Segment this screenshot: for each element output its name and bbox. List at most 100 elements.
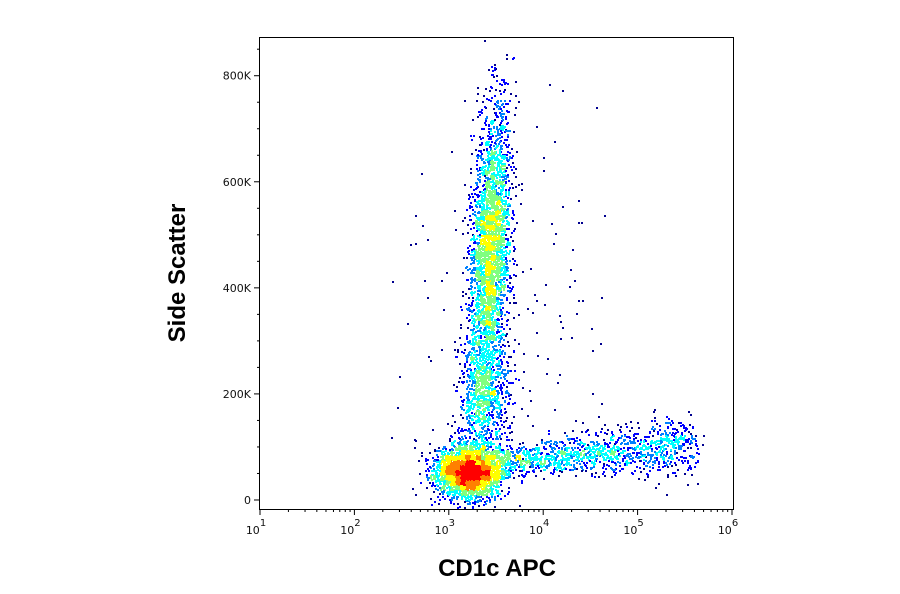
event-dot bbox=[442, 493, 444, 495]
event-dot bbox=[504, 495, 506, 497]
event-dot bbox=[478, 299, 480, 301]
event-dot bbox=[512, 155, 514, 157]
event-dot bbox=[448, 465, 450, 467]
event-dot bbox=[509, 187, 511, 189]
event-dot bbox=[439, 465, 441, 467]
event-dot bbox=[472, 502, 474, 504]
event-dot bbox=[447, 473, 449, 475]
event-dot bbox=[504, 155, 506, 157]
event-dot bbox=[459, 475, 461, 477]
event-dot bbox=[500, 208, 502, 210]
event-dot bbox=[492, 310, 494, 312]
event-dot bbox=[469, 245, 471, 247]
event-dot bbox=[474, 491, 476, 493]
event-dot bbox=[485, 459, 487, 461]
event-dot bbox=[454, 492, 456, 494]
event-dot bbox=[480, 138, 482, 140]
event-dot bbox=[471, 292, 473, 294]
event-dot bbox=[513, 477, 515, 479]
event-dot bbox=[459, 506, 461, 508]
event-dot bbox=[439, 450, 441, 452]
event-dot bbox=[494, 289, 496, 291]
event-dot bbox=[482, 245, 484, 247]
event-dot bbox=[466, 336, 468, 338]
event-dot bbox=[461, 470, 463, 472]
event-dot bbox=[480, 482, 482, 484]
event-dot bbox=[474, 416, 476, 418]
event-dot bbox=[515, 95, 517, 97]
event-dot bbox=[430, 477, 432, 479]
event-dot bbox=[458, 445, 460, 447]
event-dot bbox=[476, 168, 478, 170]
event-dot bbox=[462, 488, 464, 490]
event-dot bbox=[481, 440, 483, 442]
event-dot bbox=[477, 474, 479, 476]
event-dot bbox=[490, 169, 492, 171]
event-dot bbox=[461, 460, 463, 462]
event-dot bbox=[495, 438, 497, 440]
event-dot bbox=[431, 470, 433, 472]
event-dot bbox=[507, 290, 509, 292]
event-dot bbox=[514, 228, 516, 230]
event-dot bbox=[468, 499, 470, 501]
event-dot bbox=[441, 453, 443, 455]
event-dot bbox=[506, 139, 508, 141]
event-dot bbox=[473, 325, 475, 327]
event-dot bbox=[488, 479, 490, 481]
event-dot bbox=[458, 466, 460, 468]
event-dot bbox=[510, 460, 512, 462]
event-dot bbox=[501, 110, 503, 112]
event-dot bbox=[471, 485, 473, 487]
event-dot bbox=[514, 260, 516, 262]
event-dot bbox=[474, 501, 476, 503]
event-dot bbox=[437, 496, 439, 498]
event-dot bbox=[493, 126, 495, 128]
event-dot bbox=[444, 485, 446, 487]
event-dot bbox=[470, 458, 472, 460]
event-dot bbox=[425, 470, 427, 472]
event-dot bbox=[466, 475, 468, 477]
event-dot bbox=[455, 449, 457, 451]
event-dot bbox=[446, 469, 448, 471]
event-dot bbox=[452, 449, 454, 451]
event-dot bbox=[506, 320, 508, 322]
event-dot bbox=[434, 449, 436, 451]
event-dot bbox=[480, 239, 482, 241]
event-dot bbox=[484, 481, 486, 483]
event-dot bbox=[498, 344, 500, 346]
event-dot bbox=[444, 475, 446, 477]
event-dot bbox=[471, 480, 473, 482]
event-dot bbox=[506, 228, 508, 230]
event-dot bbox=[501, 104, 503, 106]
event-dot bbox=[503, 274, 505, 276]
event-dot bbox=[480, 194, 482, 196]
event-dot bbox=[500, 498, 502, 500]
event-dot bbox=[443, 483, 445, 485]
event-dot bbox=[445, 448, 447, 450]
event-dot bbox=[497, 244, 499, 246]
event-dot bbox=[473, 272, 475, 274]
event-dot bbox=[477, 330, 479, 332]
event-dot bbox=[480, 327, 482, 329]
event-dot bbox=[510, 93, 512, 95]
event-dot bbox=[503, 247, 505, 249]
event-dot bbox=[466, 209, 468, 211]
event-dot bbox=[470, 476, 472, 478]
event-dot bbox=[495, 345, 497, 347]
event-dot bbox=[450, 489, 452, 491]
event-dot bbox=[507, 267, 509, 269]
event-dot bbox=[498, 293, 500, 295]
event-dot bbox=[479, 459, 481, 461]
event-dot bbox=[437, 469, 439, 471]
event-dot bbox=[462, 477, 464, 479]
event-dot bbox=[460, 463, 462, 465]
event-dot bbox=[437, 450, 439, 452]
event-dot bbox=[470, 453, 472, 455]
event-dot bbox=[447, 459, 449, 461]
event-dot bbox=[433, 491, 435, 493]
event-dot bbox=[498, 181, 500, 183]
event-dot bbox=[508, 224, 510, 226]
event-dot bbox=[486, 490, 488, 492]
event-dot bbox=[475, 497, 477, 499]
event-dot bbox=[469, 482, 471, 484]
